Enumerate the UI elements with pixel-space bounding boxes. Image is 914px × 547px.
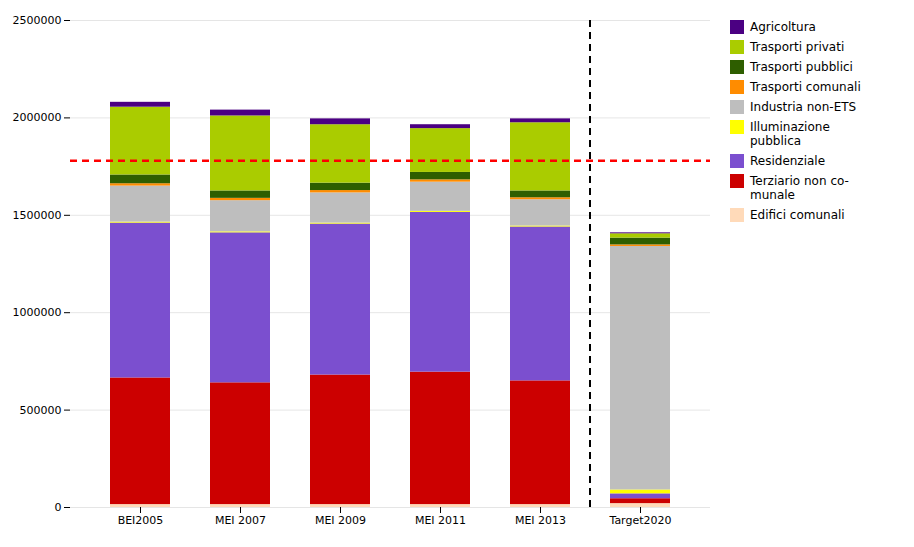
svg-text:MEI 2011: MEI 2011	[415, 514, 466, 527]
html-text:Agricoltura: Agricoltura	[750, 20, 816, 34]
svg-text:1500000: 1500000	[13, 209, 62, 222]
html-text:Illuminazione pubblica: Illuminazione pubblica	[750, 120, 830, 148]
html-text:Terziario non co- munale: Terziario non co- munale	[750, 174, 849, 202]
html-text:Trasporti pubblici: Trasporti pubblici	[750, 60, 853, 74]
svg-text:2500000: 2500000	[13, 14, 62, 27]
html-text:Residenziale: Residenziale	[750, 154, 826, 168]
html-text:Trasporti privati: Trasporti privati	[750, 40, 845, 54]
svg-text:BEI2005: BEI2005	[118, 514, 164, 527]
svg-text:MEI 2013: MEI 2013	[515, 514, 566, 527]
svg-text:Target2020: Target2020	[608, 514, 671, 527]
html-text:Trasporti comunali: Trasporti comunali	[750, 80, 861, 94]
html-text:Industria non-ETS: Industria non-ETS	[750, 100, 857, 114]
svg-text:0: 0	[55, 501, 62, 514]
svg-text:500000: 500000	[20, 404, 62, 417]
svg-text:MEI 2009: MEI 2009	[315, 514, 366, 527]
html-text:Edifici comunali: Edifici comunali	[750, 208, 845, 222]
svg-text:MEI 2007: MEI 2007	[215, 514, 266, 527]
svg-text:2000000: 2000000	[13, 111, 62, 124]
svg-text:1000000: 1000000	[13, 306, 62, 319]
